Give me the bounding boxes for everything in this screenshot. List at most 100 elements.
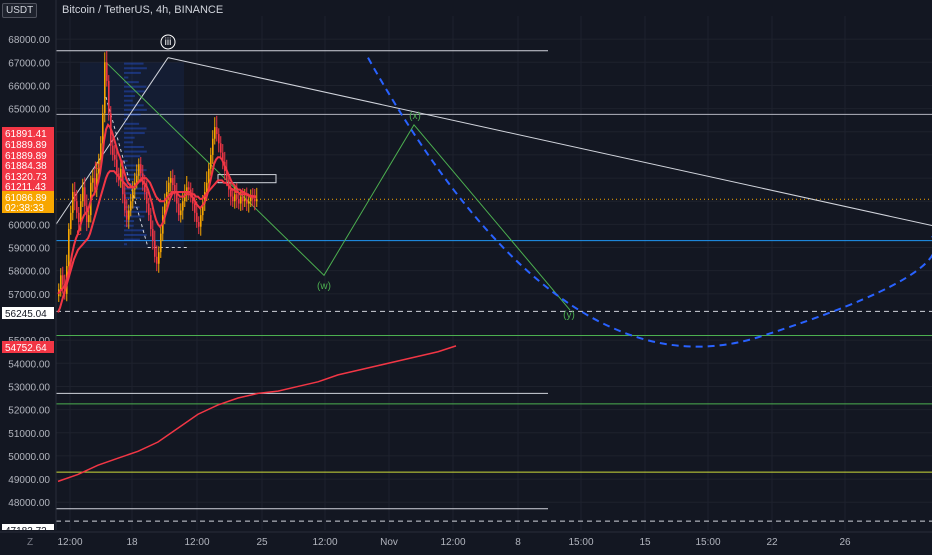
indicator-line	[57, 345, 457, 483]
profile-bar	[124, 90, 145, 93]
indicator-line	[57, 345, 457, 483]
candle-body	[192, 196, 194, 204]
candle-body	[182, 201, 184, 211]
profile-bar	[124, 164, 140, 167]
profile-bar	[124, 210, 147, 213]
candle-body	[154, 240, 156, 257]
price-label: 61889.89	[5, 140, 47, 151]
candle-body	[176, 194, 178, 204]
candle-body	[236, 194, 238, 199]
price-tick-label: 57000.00	[8, 290, 50, 301]
candle-body	[100, 143, 102, 160]
wave-label-1: iii	[165, 37, 172, 48]
candle-body	[108, 80, 110, 114]
unit-badge[interactable]: USDT	[2, 3, 38, 18]
wave-label-6: (y)	[563, 310, 575, 321]
candle-body	[128, 210, 130, 220]
candle-body	[174, 185, 176, 195]
price-label-bg	[2, 149, 54, 161]
time-tick-label: 12:00	[312, 537, 337, 548]
price-label-bg	[2, 170, 54, 182]
candle-body	[144, 185, 146, 192]
ma-fast	[57, 122, 257, 295]
candle-body	[138, 164, 140, 176]
candle-body	[198, 222, 200, 227]
profile-bar	[124, 85, 147, 88]
candle-body	[140, 164, 142, 174]
candle-body	[188, 187, 190, 190]
profile-bar	[124, 108, 147, 111]
candle-body	[104, 62, 106, 114]
wave-labels: iii b c (w) (x) (y)	[77, 34, 575, 321]
candle-body	[84, 187, 86, 206]
candle-body	[218, 134, 220, 144]
price-axis: 68000.0067000.0066000.0065000.0064000.00…	[0, 0, 57, 550]
candle-body	[124, 194, 126, 211]
price-label: 61211.43	[5, 182, 46, 193]
price-tick-label: 48000.00	[8, 498, 50, 509]
profile-bar	[124, 127, 147, 130]
candle-body	[256, 199, 258, 202]
candle-body	[152, 229, 154, 241]
dotted-wave	[105, 96, 188, 249]
moving-averages	[57, 122, 257, 313]
trend-line	[167, 57, 932, 227]
price-label-bg	[2, 127, 54, 139]
price-label: 61884.38	[5, 161, 47, 172]
time-tick-label: 26	[839, 537, 851, 548]
candle-body	[250, 196, 252, 202]
time-tick-label: 8	[515, 537, 521, 548]
time-axis-bg	[0, 530, 932, 550]
profile-bar	[124, 192, 147, 195]
price-tick-label: 49000.00	[8, 475, 50, 486]
candle-body	[172, 178, 174, 186]
green-wave	[105, 61, 571, 311]
profile-bar	[124, 81, 139, 84]
horizontal-levels	[56, 50, 932, 522]
candle-body	[240, 196, 242, 204]
time-tick-label: 18	[126, 537, 138, 548]
profile-bar	[124, 104, 144, 107]
chart-title: Bitcoin / TetherUS, 4h, BINANCE	[62, 4, 224, 16]
candle-body	[168, 182, 170, 192]
candle-body	[200, 215, 202, 227]
profile-bar	[124, 67, 147, 70]
price-label: 56245.04	[5, 309, 47, 320]
candle-body	[212, 138, 214, 155]
profile-area	[80, 62, 184, 248]
profile-bar	[124, 201, 128, 204]
candle-body	[88, 215, 90, 223]
profile-bar	[124, 229, 145, 232]
profile-bar	[124, 122, 140, 125]
candle-body	[194, 203, 196, 213]
price-tick-label: 60000.00	[8, 220, 50, 231]
candle-body	[70, 212, 72, 230]
profile-bar	[124, 99, 133, 102]
candle-body	[254, 198, 256, 202]
candle-body	[86, 205, 88, 223]
price-label: 61889.89	[5, 151, 47, 162]
candle-body	[148, 203, 150, 216]
profile-bar	[124, 159, 128, 162]
profile-bar	[124, 215, 145, 218]
profile-bar	[124, 243, 127, 246]
wave-label-5: (x)	[409, 111, 421, 122]
price-tick-label: 51000.00	[8, 429, 50, 440]
candle-body	[68, 229, 70, 267]
time-axis: 12:00 18 12:00 25 12:00 Nov 12:00 8 15:00 15 15:00…	[0, 530, 932, 550]
profile-bar	[124, 145, 144, 148]
price-label: 61891.41	[5, 129, 47, 140]
candle-body	[132, 189, 134, 202]
price-tick-label: 58000.00	[8, 267, 50, 278]
candle-body	[60, 275, 62, 290]
price-tick-label: 65000.00	[8, 105, 50, 116]
candle-body	[232, 196, 234, 202]
candle-body	[180, 210, 182, 216]
candle-body	[72, 191, 74, 213]
candle-body	[196, 212, 198, 223]
candle-body	[130, 201, 132, 211]
candle-body	[244, 198, 246, 202]
candle-body	[204, 191, 206, 204]
